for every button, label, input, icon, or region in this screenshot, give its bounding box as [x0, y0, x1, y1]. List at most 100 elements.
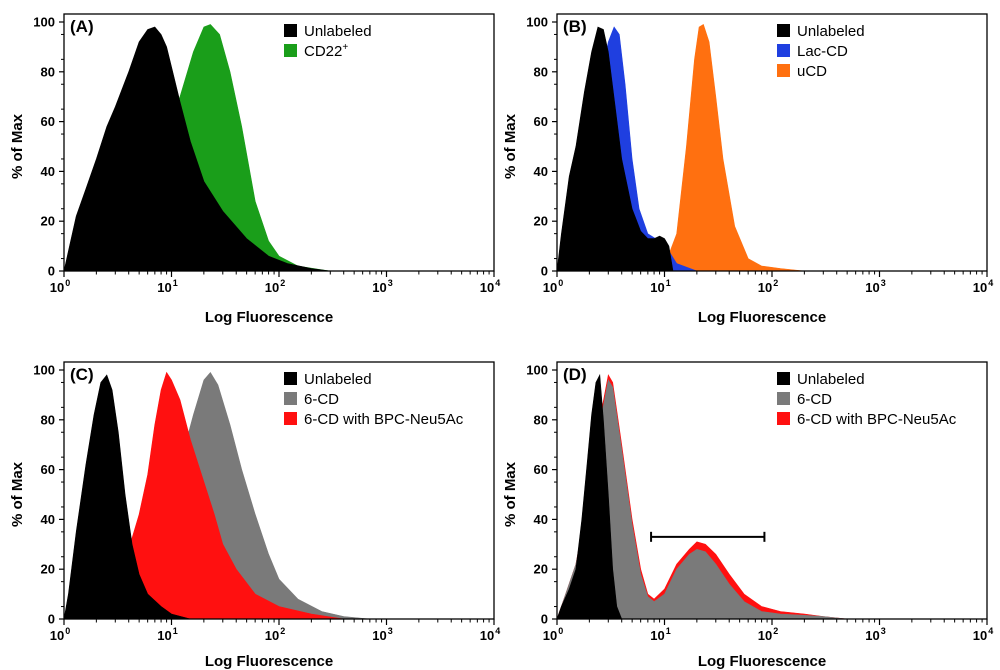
- x-tick-label: 101: [650, 626, 670, 643]
- panel-label: (C): [70, 365, 94, 384]
- y-tick-label: 40: [41, 512, 55, 527]
- legend-swatch: [777, 372, 790, 385]
- panel-label: (D): [563, 365, 587, 384]
- legend-label: Lac-CD: [797, 43, 848, 60]
- y-tick-label: 20: [41, 562, 55, 577]
- legend-label: CD22+: [304, 42, 348, 60]
- y-tick-label: 20: [534, 562, 548, 577]
- x-tick-label: 100: [50, 626, 70, 643]
- x-tick-exponent: 0: [558, 278, 563, 288]
- x-tick-exponent: 4: [495, 278, 500, 288]
- x-tick-exponent: 0: [65, 278, 70, 288]
- gate-marker: [650, 531, 766, 542]
- panel-label: (A): [70, 17, 94, 36]
- x-tick-exponent: 4: [988, 278, 993, 288]
- legend-swatch: [284, 44, 297, 57]
- x-tick-exponent: 2: [773, 626, 778, 636]
- legend-label: 6-CD with BPC-Neu5Ac: [797, 411, 957, 428]
- legend-swatch: [777, 392, 790, 405]
- y-tick-label: 80: [41, 412, 55, 427]
- x-tick-label: 100: [543, 278, 563, 295]
- x-tick-label: 102: [265, 278, 285, 295]
- x-tick-exponent: 1: [666, 278, 671, 288]
- x-tick-label: 103: [865, 626, 885, 643]
- series-unlabeled: [556, 26, 674, 272]
- x-tick-label: 103: [372, 626, 392, 643]
- legend-label: Unlabeled: [797, 371, 865, 388]
- x-tick-label: 104: [973, 626, 993, 643]
- x-tick-exponent: 4: [988, 626, 993, 636]
- legend-label: uCD: [797, 63, 827, 80]
- y-tick-label: 40: [534, 512, 548, 527]
- legend-swatch: [284, 24, 297, 37]
- series-unlabeled: [63, 374, 191, 620]
- legend-swatch: [284, 412, 297, 425]
- legend-label: 6-CD: [797, 391, 832, 408]
- legend-swatch: [284, 372, 297, 385]
- x-tick-exponent: 2: [280, 278, 285, 288]
- y-tick-label: 60: [41, 114, 55, 129]
- legend-label: Unlabeled: [304, 23, 372, 40]
- x-tick-label: 104: [973, 278, 993, 295]
- x-tick-label: 101: [157, 626, 177, 643]
- y-tick-label: 0: [541, 264, 548, 279]
- y-tick-label: 20: [534, 214, 548, 229]
- x-tick-exponent: 0: [558, 626, 563, 636]
- x-tick-exponent: 0: [65, 626, 70, 636]
- x-tick-exponent: 1: [666, 626, 671, 636]
- y-tick-label: 0: [48, 612, 55, 627]
- y-tick-label: 0: [541, 612, 548, 627]
- legend-label-superscript: +: [342, 42, 348, 53]
- legend: Unlabeled 6-CD 6-CD with BPC-Neu5Ac: [777, 371, 957, 428]
- series-unlabeled: [556, 373, 622, 620]
- y-tick-label: 60: [534, 462, 548, 477]
- y-tick-label: 80: [534, 64, 548, 79]
- legend-swatch: [284, 392, 297, 405]
- y-axis-title: % of Max: [9, 461, 26, 527]
- y-tick-label: 40: [534, 164, 548, 179]
- legend-label: Unlabeled: [304, 371, 372, 388]
- y-tick-label: 100: [526, 363, 548, 378]
- x-tick-label: 103: [865, 278, 885, 295]
- y-axis-title: % of Max: [9, 113, 26, 179]
- y-tick-label: 0: [48, 264, 55, 279]
- x-tick-label: 103: [372, 278, 392, 295]
- chart-panel: 0 20 40 60 80 100 100 101 1 0 2 103 104 Log Fluoresce…: [502, 361, 993, 670]
- legend-swatch: [777, 44, 790, 57]
- x-tick-label: 104: [480, 278, 500, 295]
- x-tick-exponent: 2: [280, 626, 285, 636]
- x-tick-exponent: 1: [173, 626, 178, 636]
- y-tick-label: 60: [534, 114, 548, 129]
- y-tick-label: 40: [41, 164, 55, 179]
- y-tick-label: 60: [41, 462, 55, 477]
- x-tick-label: 101: [157, 278, 177, 295]
- y-tick-label: 100: [33, 363, 55, 378]
- legend-swatch: [777, 64, 790, 77]
- series-ucd: [556, 24, 805, 272]
- x-axis-title: Log Fluorescence: [698, 653, 826, 670]
- x-tick-label: 100: [50, 278, 70, 295]
- y-tick-label: 80: [534, 412, 548, 427]
- x-tick-exponent: 1: [173, 278, 178, 288]
- x-tick-label: 104: [480, 626, 500, 643]
- legend: Unlabeled Lac-CD uCD: [777, 23, 865, 80]
- x-tick-exponent: 2: [773, 278, 778, 288]
- y-tick-label: 20: [41, 214, 55, 229]
- x-axis-title: Log Fluorescence: [205, 309, 333, 326]
- y-tick-label: 100: [526, 15, 548, 30]
- series-unlabeled: [63, 26, 331, 272]
- x-axis-title: Log Fluorescence: [205, 653, 333, 670]
- legend-label: Unlabeled: [797, 23, 865, 40]
- legend-label: 6-CD with BPC-Neu5Ac: [304, 411, 464, 428]
- x-tick-label: 100: [543, 626, 563, 643]
- x-axis-title: Log Fluorescence: [698, 309, 826, 326]
- x-tick-exponent: 3: [881, 278, 886, 288]
- x-tick-exponent: 4: [495, 626, 500, 636]
- x-tick-exponent: 3: [881, 626, 886, 636]
- y-tick-label: 80: [41, 64, 55, 79]
- x-tick-label: 102: [265, 626, 285, 643]
- x-tick-exponent: 3: [388, 278, 393, 288]
